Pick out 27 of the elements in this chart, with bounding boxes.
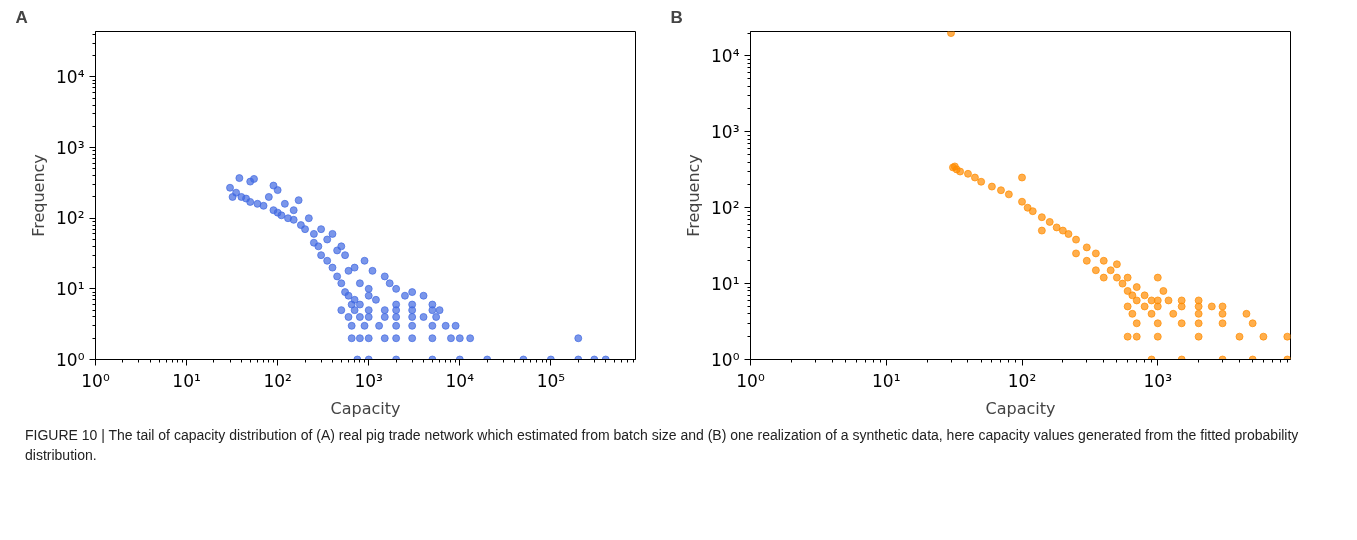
y-tick-label: 10³ bbox=[56, 137, 85, 158]
y-tick-label: 10³ bbox=[711, 121, 740, 142]
y-axis-title: Frequency bbox=[29, 154, 49, 237]
x-tick-label: 10⁵ bbox=[536, 370, 566, 391]
chart-title: A bbox=[15, 7, 28, 27]
y-tick-label: 10² bbox=[56, 208, 85, 229]
x-tick-label: 10¹ bbox=[172, 370, 201, 391]
x-tick-label: 10⁰ bbox=[736, 370, 765, 391]
x-tick-label: 10³ bbox=[1143, 370, 1172, 391]
y-tick-label: 10² bbox=[711, 197, 740, 218]
x-axis-title: Capacity bbox=[330, 398, 401, 418]
x-axis-title: Capacity bbox=[985, 398, 1056, 418]
x-tick-label: 10⁰ bbox=[81, 370, 110, 391]
y-axis-title: Frequency bbox=[684, 154, 704, 237]
y-tick-label: 10⁰ bbox=[56, 349, 85, 370]
y-tick-label: 10¹ bbox=[56, 278, 85, 299]
y-tick-label: 10⁰ bbox=[711, 349, 740, 370]
y-tick-label: 10¹ bbox=[711, 273, 740, 294]
x-tick-label: 10¹ bbox=[872, 370, 901, 391]
y-tick-label: 10⁴ bbox=[711, 45, 740, 66]
y-tick-label: 10⁴ bbox=[56, 66, 85, 87]
x-tick-label: 10³ bbox=[354, 370, 383, 391]
x-tick-label: 10² bbox=[1007, 370, 1037, 391]
x-tick-label: 10² bbox=[263, 370, 292, 391]
x-tick-label: 10⁴ bbox=[445, 370, 475, 391]
chart-title: B bbox=[670, 7, 683, 27]
caption: FIGURE 10 | The tail of capacity distribution of (A) real pig trade network which estimated from batch size and (B) one realization of a synthetic data, here capacity values generated from the fitted probability distribution. bbox=[25, 426, 1300, 465]
